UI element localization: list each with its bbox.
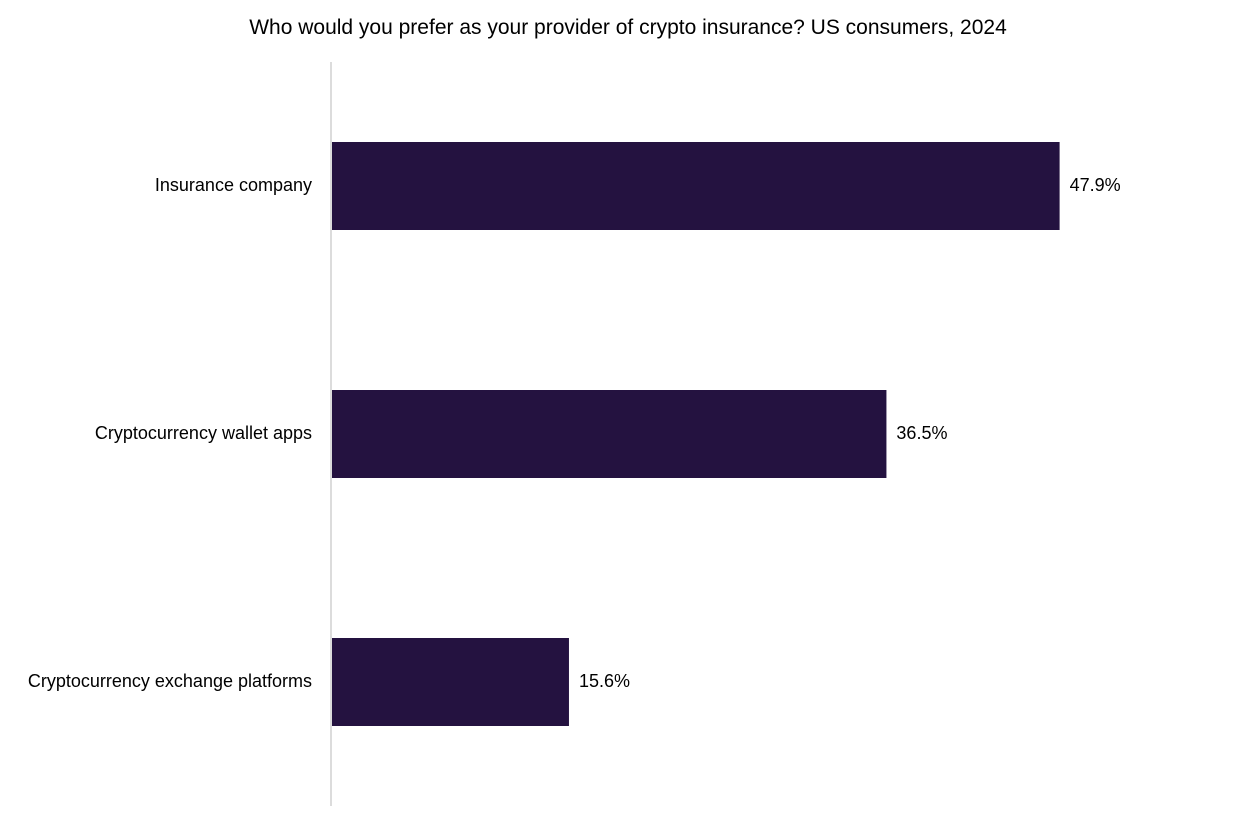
category-label: Insurance company [155, 175, 312, 195]
labels-layer: Insurance company 47.9% Cryptocurrency wal… [28, 175, 1121, 691]
category-label: Cryptocurrency wallet apps [95, 423, 312, 443]
category-label: Cryptocurrency exchange platforms [28, 671, 312, 691]
data-label: 47.9% [1070, 175, 1121, 195]
bar-3 [332, 638, 569, 726]
data-label: 15.6% [579, 671, 630, 691]
bar-1 [332, 142, 1060, 230]
chart-title: Who would you prefer as your provider of… [249, 16, 1007, 39]
bars-layer [332, 142, 1060, 726]
bar-2 [332, 390, 887, 478]
data-label: 36.5% [896, 423, 947, 443]
